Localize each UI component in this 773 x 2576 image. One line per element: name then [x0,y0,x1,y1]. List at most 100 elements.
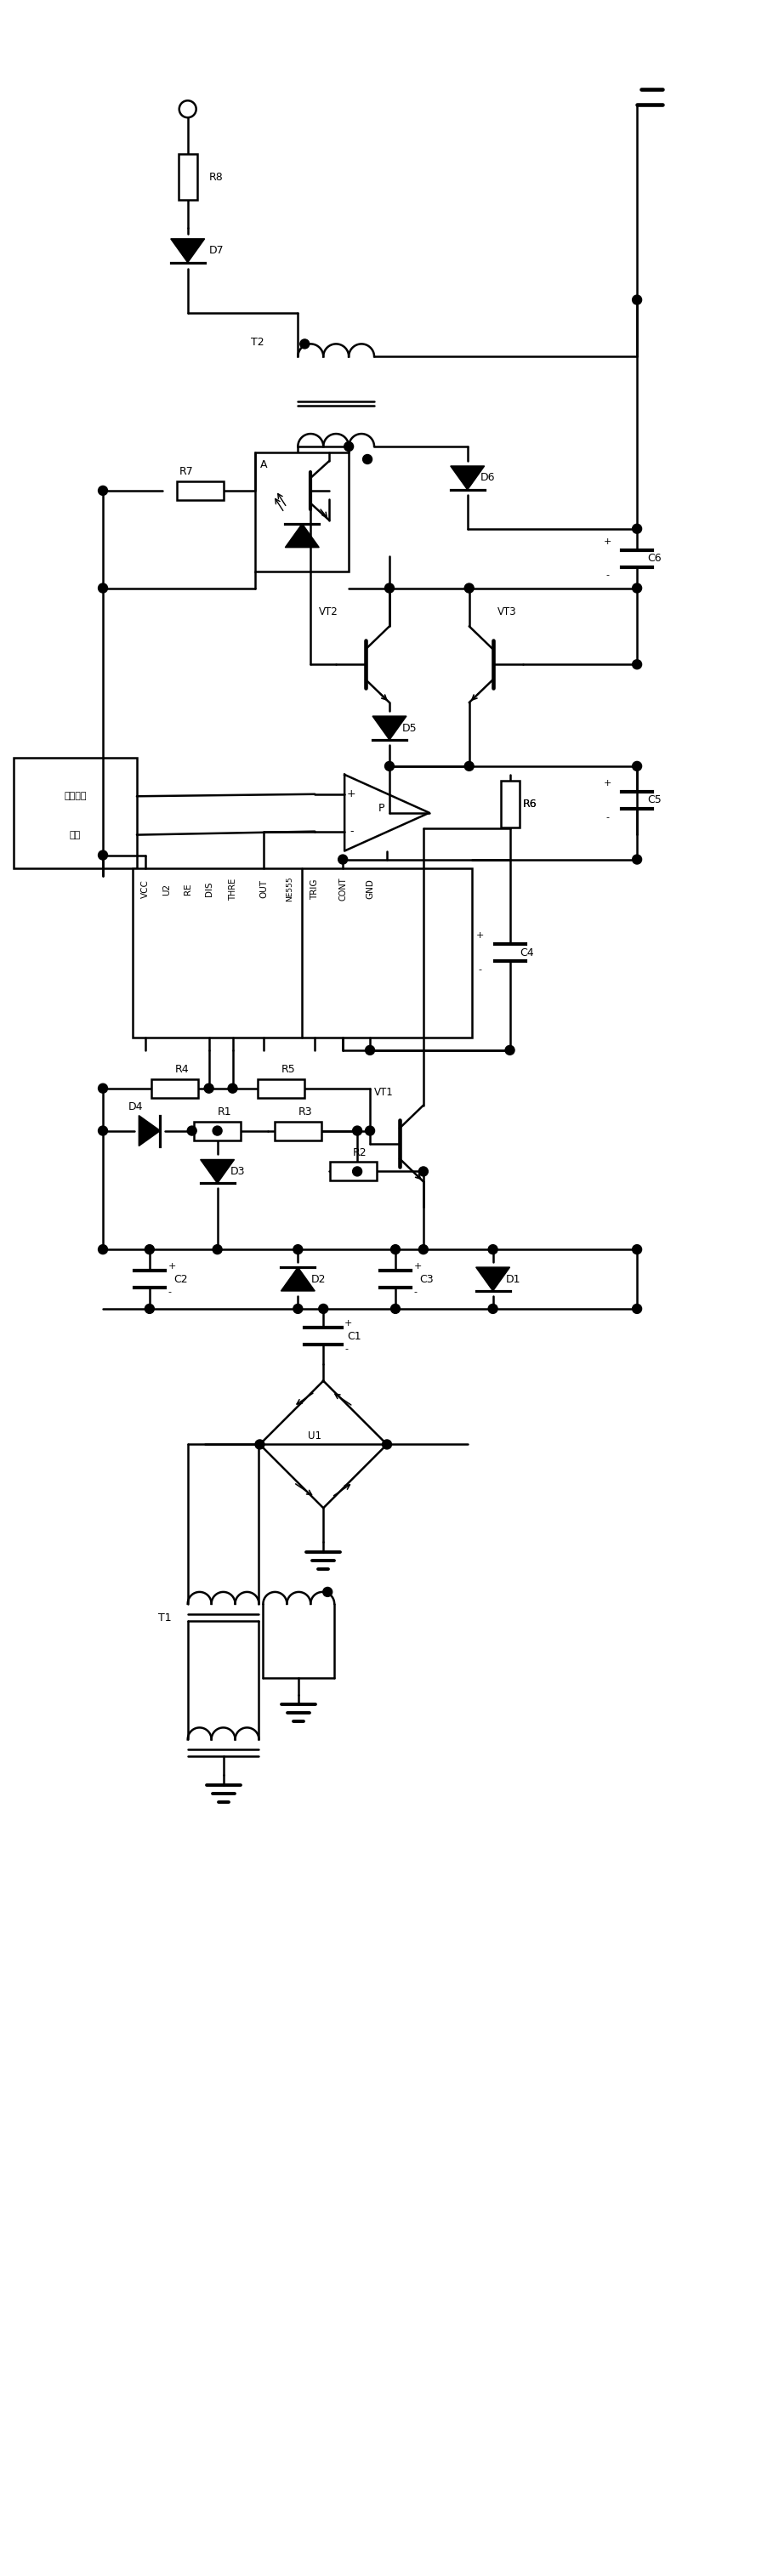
Bar [194,1121,240,1141]
Circle shape [187,1126,196,1136]
Circle shape [385,762,394,770]
Text: R5: R5 [281,1064,295,1074]
Text: R3: R3 [298,1108,312,1118]
Circle shape [632,855,642,863]
Bar [330,1162,376,1180]
Bar [14,757,137,868]
Text: +: + [414,1262,422,1270]
Text: U1: U1 [308,1430,322,1443]
Text: R6: R6 [523,799,536,809]
Text: VCC: VCC [141,881,149,899]
Circle shape [465,582,474,592]
Text: U2: U2 [162,884,171,894]
Circle shape [98,582,107,592]
Circle shape [228,1084,237,1092]
Bar [274,1121,322,1141]
Text: +: + [345,1319,352,1327]
Circle shape [632,523,642,533]
Text: C1: C1 [347,1332,361,1342]
Circle shape [352,1126,362,1136]
Text: +: + [604,538,611,546]
Circle shape [323,1587,332,1597]
Circle shape [390,1303,400,1314]
Text: NE555: NE555 [285,876,293,902]
Circle shape [390,1244,400,1255]
Circle shape [145,1303,154,1314]
Text: A: A [260,459,267,471]
Circle shape [98,850,107,860]
Text: R4: R4 [175,1064,189,1074]
Polygon shape [476,1267,510,1291]
Text: +: + [476,933,484,940]
Text: R1: R1 [217,1108,231,1118]
Text: OUT: OUT [260,881,268,899]
Circle shape [98,487,107,495]
Text: D7: D7 [209,245,224,255]
Text: -: - [349,827,353,837]
Polygon shape [285,523,319,549]
Text: D2: D2 [311,1273,325,1285]
Circle shape [366,1126,375,1136]
Polygon shape [281,1267,315,1291]
Text: T2: T2 [251,337,264,348]
Text: GND: GND [366,878,374,899]
Polygon shape [451,466,485,489]
Bar [133,868,472,1038]
Circle shape [506,1046,515,1054]
Text: C4: C4 [520,948,534,958]
Circle shape [632,582,642,592]
Text: R8: R8 [209,173,223,183]
Circle shape [489,1244,498,1255]
Text: -: - [414,1288,417,1296]
Text: TRIG: TRIG [311,878,319,899]
Circle shape [632,762,642,770]
Text: D5: D5 [402,721,417,734]
Text: +: + [169,1262,176,1270]
Circle shape [255,1440,264,1450]
Text: VT3: VT3 [497,605,516,618]
Circle shape [632,296,642,304]
Circle shape [465,762,474,770]
Circle shape [213,1126,222,1136]
Text: VT1: VT1 [374,1087,393,1097]
Text: R7: R7 [179,466,193,477]
Text: -: - [345,1345,348,1352]
Text: -: - [606,572,609,580]
Text: -: - [606,814,609,822]
Circle shape [632,1303,642,1314]
Text: D4: D4 [128,1103,143,1113]
Bar [179,155,197,201]
Text: C3: C3 [419,1273,434,1285]
Polygon shape [373,716,407,739]
Text: +: + [347,788,356,799]
Text: R2: R2 [353,1146,367,1159]
Text: -: - [169,1288,172,1296]
Polygon shape [200,1159,234,1182]
Circle shape [385,582,394,592]
Circle shape [352,1167,362,1177]
Circle shape [145,1244,154,1255]
Circle shape [366,1046,375,1054]
Text: +: + [604,778,611,788]
Circle shape [204,1084,213,1092]
Circle shape [213,1244,222,1255]
Text: P: P [379,804,385,814]
Text: D3: D3 [230,1167,245,1177]
Bar [257,1079,305,1097]
Bar [501,781,519,827]
Text: DIS: DIS [205,881,213,896]
Text: CONT: CONT [339,878,347,902]
Text: D1: D1 [506,1273,520,1285]
Bar [152,1079,199,1097]
Circle shape [98,1084,107,1092]
Circle shape [419,1244,428,1255]
Text: THRE: THRE [228,878,237,899]
Circle shape [300,340,309,348]
Bar [177,482,223,500]
Text: RE: RE [183,884,192,894]
Polygon shape [345,775,429,850]
Circle shape [383,1440,392,1450]
Text: D6: D6 [480,471,495,484]
Circle shape [98,1126,107,1136]
Circle shape [293,1244,302,1255]
